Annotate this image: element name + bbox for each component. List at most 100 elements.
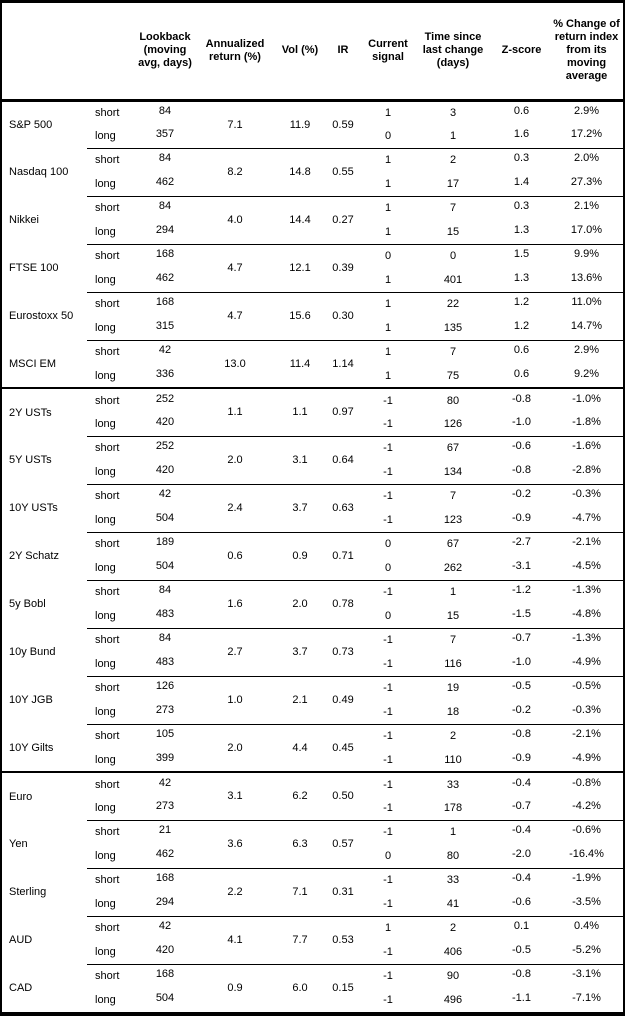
row-label-long: long bbox=[95, 705, 116, 718]
row-label-short: short bbox=[87, 915, 137, 940]
zscore-value: 0.6 bbox=[513, 104, 530, 117]
pct-change-value: -16.4% bbox=[569, 847, 604, 860]
current-signal-value: -1 bbox=[383, 753, 393, 766]
asset-row-long: long 357 0 1 1.6 17.2% bbox=[2, 124, 623, 148]
current-signal-value: 0 bbox=[384, 609, 392, 622]
row-label-long: long bbox=[95, 321, 116, 334]
asset-name: 10Y JGB bbox=[9, 694, 53, 706]
asset-name: Nikkei bbox=[9, 214, 39, 226]
zscore-value: -0.5 bbox=[512, 943, 531, 956]
ir-value: 0.55 bbox=[323, 147, 363, 196]
asset-row-short: AUD short 42 4.1 7.7 0.53 1 2 0.1 0.4% bbox=[2, 915, 623, 964]
time-since-change-value: 110 bbox=[444, 753, 462, 766]
row-label-short: short bbox=[87, 819, 137, 844]
header-vol: Vol (%) bbox=[277, 3, 323, 102]
ir-value: 0.30 bbox=[323, 291, 363, 340]
pct-change-value: -0.3% bbox=[550, 483, 623, 508]
header-time-since-change: Time since last change (days) bbox=[413, 3, 493, 102]
zscore-value: -0.9 bbox=[512, 751, 531, 764]
lookback-value: 273 bbox=[155, 703, 175, 716]
lookback-value: 42 bbox=[137, 915, 193, 940]
asset-row-short: CAD short 168 0.9 6.0 0.15 -1 90 -0.8 -3.1% bbox=[2, 963, 623, 1012]
signals-table: Lookback (moving avg, days) Annualized r… bbox=[2, 3, 623, 1012]
row-label-long: long bbox=[95, 369, 116, 382]
ir-value: 0.27 bbox=[323, 195, 363, 244]
row-label-long: long bbox=[95, 225, 116, 238]
zscore-value: 1.3 bbox=[513, 271, 530, 284]
pct-change-value: -3.1% bbox=[550, 963, 623, 988]
asset-row-long: long 294 -1 41 -0.6 -3.5% bbox=[2, 892, 623, 916]
asset-row-long: long 294 1 15 1.3 17.0% bbox=[2, 220, 623, 244]
time-since-change-value: 406 bbox=[443, 945, 463, 958]
current-signal-value: -1 bbox=[363, 819, 413, 844]
pct-change-value: -7.1% bbox=[572, 992, 601, 1004]
current-signal-value: 1 bbox=[384, 177, 392, 190]
lookback-value: 252 bbox=[137, 435, 193, 460]
time-since-change-value: 80 bbox=[413, 387, 493, 412]
pct-change-value: 2.9% bbox=[573, 104, 600, 117]
zscore-value: 0.3 bbox=[493, 147, 550, 172]
zscore-value: 1.6 bbox=[513, 127, 530, 140]
zscore-value: -1.2 bbox=[493, 579, 550, 604]
asset-name: CAD bbox=[9, 982, 33, 994]
current-signal-value: 1 bbox=[384, 225, 392, 238]
asset-row-long: long 399 -1 110 -0.9 -4.9% bbox=[2, 748, 623, 772]
vol-value: 2.1 bbox=[277, 675, 323, 724]
annualized-return-value: 3.6 bbox=[193, 819, 277, 868]
current-signal-value: 0 bbox=[384, 561, 392, 574]
vol-value: 11.4 bbox=[277, 339, 323, 388]
current-signal-value: -1 bbox=[363, 483, 413, 508]
time-since-change-value: 15 bbox=[446, 609, 460, 622]
asset-name: Eurostoxx 50 bbox=[9, 310, 74, 322]
vol-value: 0.9 bbox=[277, 531, 323, 580]
pct-change-value: -0.8% bbox=[550, 771, 623, 796]
lookback-value: 189 bbox=[137, 531, 193, 556]
asset-row-short: 2Y Schatz short 189 0.6 0.9 0.71 0 67 -2.7 -2.1% bbox=[2, 531, 623, 580]
pct-change-value: -0.3% bbox=[572, 703, 601, 716]
pct-change-value: -0.5% bbox=[550, 675, 623, 700]
pct-change-value: -4.5% bbox=[572, 559, 601, 572]
time-since-change-value: 1 bbox=[413, 819, 493, 844]
table-header: Lookback (moving avg, days) Annualized r… bbox=[2, 3, 623, 102]
current-signal-value: 1 bbox=[384, 106, 392, 119]
time-since-change-value: 7 bbox=[413, 627, 493, 652]
zscore-value: -0.4 bbox=[493, 867, 550, 892]
lookback-value: 273 bbox=[155, 799, 175, 812]
zscore-value: -0.8 bbox=[493, 963, 550, 988]
time-since-change-value: 67 bbox=[413, 531, 493, 556]
lookback-value: 252 bbox=[137, 387, 193, 412]
asset-name: MSCI EM bbox=[9, 357, 57, 370]
annualized-return-value: 0.6 bbox=[193, 531, 277, 580]
ir-value: 0.97 bbox=[323, 387, 363, 436]
asset-row-long: long 420 -1 134 -0.8 -2.8% bbox=[2, 460, 623, 484]
row-label-long: long bbox=[95, 657, 116, 670]
pct-change-value: -4.2% bbox=[572, 799, 601, 812]
asset-row-short: 10Y Gilts short 105 2.0 4.4 0.45 -1 2 -0.8 -2.1% bbox=[2, 723, 623, 772]
zscore-value: 1.5 bbox=[493, 243, 550, 268]
zscore-value: 1.2 bbox=[513, 319, 530, 332]
annualized-return-value: 3.1 bbox=[193, 771, 277, 820]
zscore-value: -1.0 bbox=[512, 415, 531, 428]
zscore-value: -0.4 bbox=[493, 819, 550, 844]
current-signal-value: -1 bbox=[383, 465, 393, 478]
row-label-long: long bbox=[95, 945, 116, 958]
current-signal-value: -1 bbox=[363, 867, 413, 892]
ir-value: 0.15 bbox=[323, 963, 363, 1012]
header-row-type bbox=[87, 3, 137, 102]
vol-value: 15.6 bbox=[277, 291, 323, 340]
annualized-return-value: 2.0 bbox=[193, 435, 277, 484]
zscore-value: 1.2 bbox=[493, 291, 550, 316]
ir-value: 0.71 bbox=[323, 531, 363, 580]
table-body: S&P 500 short 84 7.1 11.9 0.59 1 3 0.6 2.9% long 35… bbox=[2, 100, 623, 1012]
time-since-change-value: 1 bbox=[449, 129, 457, 142]
header-row: Lookback (moving avg, days) Annualized r… bbox=[2, 3, 623, 102]
annualized-return-value: 1.1 bbox=[193, 387, 277, 436]
ir-value: 0.49 bbox=[323, 675, 363, 724]
lookback-value: 315 bbox=[155, 319, 175, 332]
asset-name: Euro bbox=[2, 771, 87, 820]
row-label-long: long bbox=[95, 609, 116, 622]
current-signal-value: -1 bbox=[383, 897, 393, 910]
time-since-change-value: 33 bbox=[413, 867, 493, 892]
current-signal-value: -1 bbox=[363, 435, 413, 460]
